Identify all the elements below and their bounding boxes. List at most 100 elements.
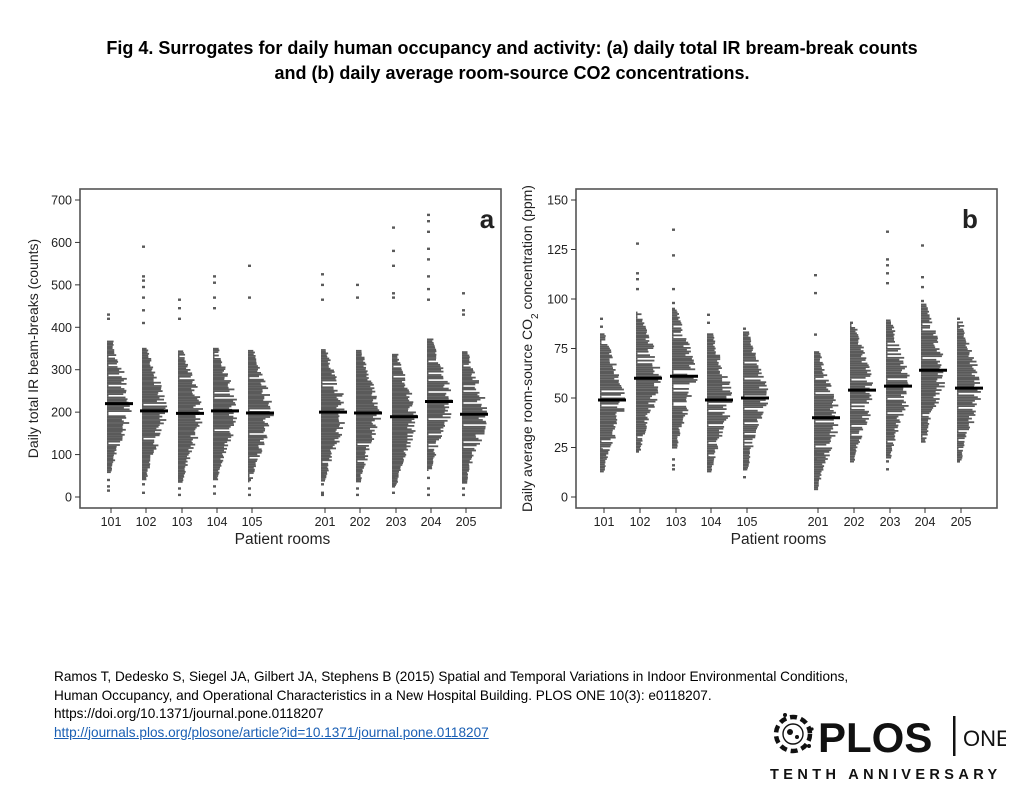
distribution-bar [248,419,264,422]
distribution-bar [392,394,407,397]
distribution-bar [957,333,964,336]
distribution-bar [427,363,440,366]
distribution-bar [743,427,757,430]
distribution-bar [248,450,263,452]
distribution-bar [743,393,767,396]
distribution-bar [850,403,852,406]
distribution-bar [356,426,378,429]
distribution-bar [600,342,602,345]
data-point [462,292,465,295]
distribution-bar [142,463,151,465]
distribution-bar [248,365,258,367]
distribution-bar [886,348,901,350]
data-point [921,299,924,303]
distribution-bar [178,360,186,363]
distribution-bar [178,392,193,395]
distribution-bar [886,340,895,343]
distribution-bar [672,389,674,392]
distribution-bar [356,461,365,464]
distribution-bar [636,345,655,348]
distribution-bar [636,373,659,376]
distribution-bar [707,422,723,425]
y-tick-label: 75 [554,342,568,356]
distribution-bar [707,344,714,346]
distribution-bar [248,373,263,376]
distribution-bar [600,438,611,441]
distribution-bar [392,467,401,470]
distribution-bar [356,450,366,452]
distribution-bar [321,456,332,458]
distribution-bar [107,408,130,411]
distribution-bar [600,369,616,371]
distribution-bar [886,380,908,382]
y-tick-label: 100 [51,448,72,462]
distribution-bar [707,370,720,373]
distribution-bar [427,464,433,466]
distribution-bar [392,433,408,436]
distribution-bar [636,432,645,435]
distribution-bar [886,333,895,336]
distribution-bar [850,376,866,379]
distribution-bar [213,405,232,408]
panel-label: b [962,204,978,234]
distribution-bar [921,364,942,366]
distribution-bar [707,468,712,471]
data-point [672,464,675,467]
distribution-bar [921,310,929,313]
distribution-bar [178,409,199,412]
distribution-bar [957,392,959,395]
data-point [321,283,324,287]
distribution-bar [850,428,864,431]
distribution-bar [107,457,114,460]
distribution-bar [814,411,836,414]
distribution-bar [743,432,745,435]
distribution-bar [248,389,263,391]
distribution-bar [672,441,679,444]
distribution-bar [178,431,196,434]
distribution-bar [886,372,908,375]
y-tick-label: 125 [547,243,568,257]
distribution-bar [814,461,826,464]
distribution-bar [462,436,476,438]
distribution-bar [321,440,340,443]
distribution-bar [213,454,224,457]
distribution-bar [213,414,229,416]
distribution-bar [427,416,451,419]
distribution-bar [957,396,978,399]
distribution-bar [392,475,399,478]
distribution-bar [392,431,414,434]
distribution-bar [427,426,444,429]
y-tick-label: 0 [65,491,72,505]
distribution-bar [814,452,825,455]
distribution-bar [672,377,694,380]
distribution-bar [462,475,468,477]
distribution-bar [600,352,610,355]
distribution-bar [107,430,123,433]
distribution-bar [921,435,923,438]
data-point [107,313,110,316]
distribution-bar [957,414,976,416]
distribution-bar [707,427,724,430]
distribution-bar [248,404,269,406]
data-point [600,317,603,320]
distribution-bar [462,437,479,440]
distribution-bar [392,430,416,432]
distribution-bar [600,436,616,439]
distribution-bar [957,335,964,338]
distribution-bar [107,469,112,472]
distribution-bar [636,359,655,362]
distribution-bar [392,470,399,473]
distribution-bar [356,453,365,456]
data-point [142,296,145,299]
distribution-bar [600,459,606,462]
data-point [248,296,251,299]
x-tick-label: 105 [242,515,263,529]
distribution-bar [743,386,760,389]
distribution-bar [886,447,892,450]
distribution-bar [957,419,969,422]
data-point [743,327,746,330]
distribution-bar [356,377,369,379]
data-point [392,491,395,494]
article-link[interactable]: http://journals.plos.org/plosone/article… [54,724,489,740]
distribution-bar [886,332,894,334]
